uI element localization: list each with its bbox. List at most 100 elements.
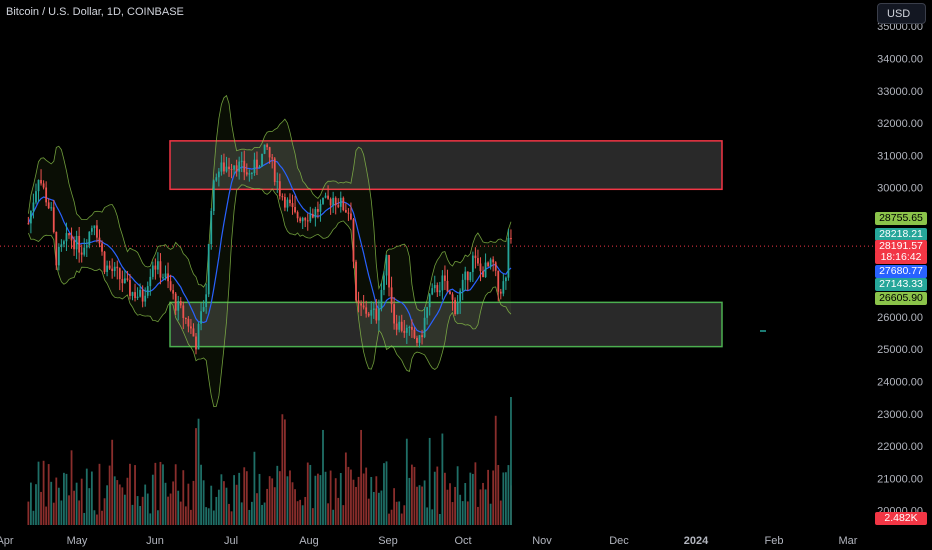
upper-mid-tag: 28218.21	[875, 228, 927, 241]
candle-body	[266, 144, 269, 148]
volume-bar	[329, 470, 332, 525]
candle-body	[357, 300, 360, 304]
volume-bar	[380, 490, 383, 525]
volume-bar	[235, 484, 238, 525]
candle-body	[342, 197, 345, 210]
countdown-tag: 18:16:42	[875, 251, 927, 264]
candle-body	[319, 203, 322, 212]
volume-bar	[40, 491, 42, 525]
candle-body	[90, 228, 93, 232]
candle-body	[454, 299, 456, 315]
volume-bar	[220, 474, 223, 525]
volume-bar	[238, 472, 241, 525]
volume-bar	[344, 452, 347, 525]
volume-bar	[289, 470, 291, 525]
volume-bar	[80, 478, 83, 525]
candle-body	[101, 243, 103, 252]
volume-bar	[390, 509, 393, 525]
lower-mid-tag: 27143.33	[875, 278, 927, 291]
candle-body	[289, 199, 291, 204]
volume-bar	[332, 509, 335, 525]
volume-bar	[60, 500, 63, 525]
candle-body	[344, 209, 347, 213]
volume-bar	[294, 489, 296, 525]
volume-bar	[510, 397, 512, 525]
volume-bar	[126, 477, 129, 525]
volume-bar	[459, 494, 462, 525]
candle-body	[314, 209, 317, 218]
candle-body	[37, 180, 40, 192]
candle-body	[510, 238, 512, 240]
candle-body	[111, 268, 114, 272]
time-tick-label: Oct	[454, 535, 471, 547]
volume-bar	[85, 468, 88, 525]
volume-bar	[426, 507, 429, 525]
candle-body	[240, 160, 243, 162]
volume-bar	[400, 513, 403, 525]
volume-bar	[360, 429, 362, 525]
last-price-tag: 28191.57	[875, 240, 927, 253]
candle-body	[85, 245, 88, 248]
volume-bar	[101, 510, 103, 525]
candle-body	[187, 318, 190, 327]
volume-bar	[35, 484, 37, 525]
candle-body	[416, 337, 418, 343]
candle-body	[167, 273, 169, 282]
volume-bar	[464, 483, 467, 525]
candle-body	[172, 290, 175, 294]
candle-body	[250, 173, 253, 175]
candle-body	[311, 213, 314, 218]
candle-body	[207, 244, 210, 295]
time-tick-label: Jul	[224, 535, 238, 547]
candle-body	[70, 235, 73, 241]
candle-body	[484, 262, 487, 278]
candle-body	[121, 279, 124, 284]
volume-bar	[296, 501, 299, 525]
candle-body	[497, 270, 500, 292]
volume-bar	[65, 473, 68, 525]
volume-bar	[179, 501, 182, 525]
price-tick-label: 30000.00	[877, 183, 923, 195]
candle-body	[471, 255, 474, 273]
volume-bar	[108, 465, 111, 525]
currency-button[interactable]: USD	[877, 3, 926, 24]
volume-bar	[263, 502, 266, 525]
candle-body	[421, 335, 423, 338]
volume-bar	[504, 472, 507, 525]
volume-bar	[446, 489, 449, 525]
candle-body	[88, 231, 91, 246]
candle-body	[273, 158, 276, 182]
candle-body	[230, 169, 233, 171]
candle-body	[233, 165, 235, 170]
volume-bar	[357, 476, 360, 525]
candle-body	[291, 203, 294, 208]
time-axis[interactable]: Apr May Jun Jul Aug Sep Oct Nov Dec 2024 Feb Mar	[0, 535, 858, 547]
candle-body	[339, 197, 342, 207]
candle-body	[286, 199, 289, 208]
volume-bar	[327, 503, 329, 525]
volume-bar	[174, 464, 177, 525]
volume-bar	[70, 450, 73, 525]
candle-body	[248, 173, 251, 175]
candle-body	[195, 336, 197, 350]
volume-bar	[123, 494, 126, 525]
volume-bar	[444, 472, 446, 525]
volume-bar	[497, 464, 500, 525]
time-tick-label: Sep	[378, 535, 398, 547]
volume-bar	[405, 438, 408, 525]
candle-body	[184, 318, 187, 320]
candle-body	[403, 330, 406, 333]
volume-bar	[167, 496, 169, 525]
lower-band-line	[28, 184, 512, 408]
volume-bar	[37, 461, 40, 525]
volume-bar	[433, 471, 436, 525]
volume-bar	[461, 501, 464, 525]
candle-body	[352, 219, 355, 262]
volume-bar	[96, 514, 98, 525]
volume-bar	[322, 429, 324, 525]
volume-bar	[309, 464, 312, 525]
candle-body	[32, 202, 35, 212]
candle-body	[268, 147, 271, 158]
volume-bar	[154, 462, 157, 525]
